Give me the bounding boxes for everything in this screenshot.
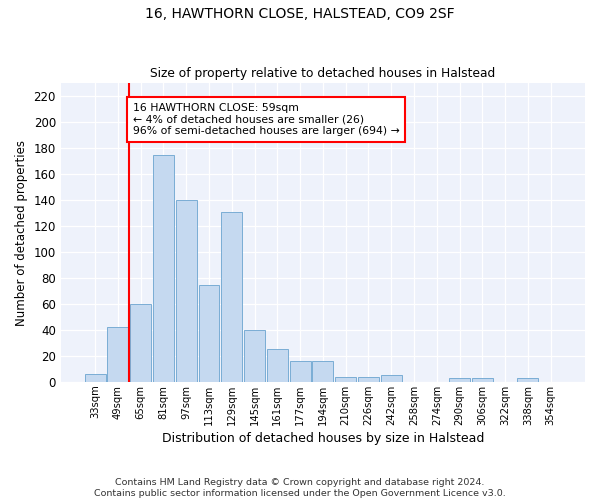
Bar (381, 376, 402, 382)
Bar (244, 330, 265, 382)
Bar (267, 350, 288, 382)
Bar (472, 378, 493, 382)
Bar (221, 212, 242, 382)
Text: 16, HAWTHORN CLOSE, HALSTEAD, CO9 2SF: 16, HAWTHORN CLOSE, HALSTEAD, CO9 2SF (145, 8, 455, 22)
Bar (335, 376, 356, 382)
X-axis label: Distribution of detached houses by size in Halstead: Distribution of detached houses by size … (162, 432, 484, 445)
Bar (107, 328, 128, 382)
Bar (176, 200, 197, 382)
Bar (153, 155, 174, 382)
Bar (130, 304, 151, 382)
Bar (85, 374, 106, 382)
Bar (199, 284, 220, 382)
Bar (358, 376, 379, 382)
Bar (290, 361, 311, 382)
Y-axis label: Number of detached properties: Number of detached properties (15, 140, 28, 326)
Text: 16 HAWTHORN CLOSE: 59sqm
← 4% of detached houses are smaller (26)
96% of semi-de: 16 HAWTHORN CLOSE: 59sqm ← 4% of detache… (133, 103, 400, 136)
Text: Contains HM Land Registry data © Crown copyright and database right 2024.
Contai: Contains HM Land Registry data © Crown c… (94, 478, 506, 498)
Bar (517, 378, 538, 382)
Bar (449, 378, 470, 382)
Title: Size of property relative to detached houses in Halstead: Size of property relative to detached ho… (150, 66, 496, 80)
Bar (313, 361, 334, 382)
